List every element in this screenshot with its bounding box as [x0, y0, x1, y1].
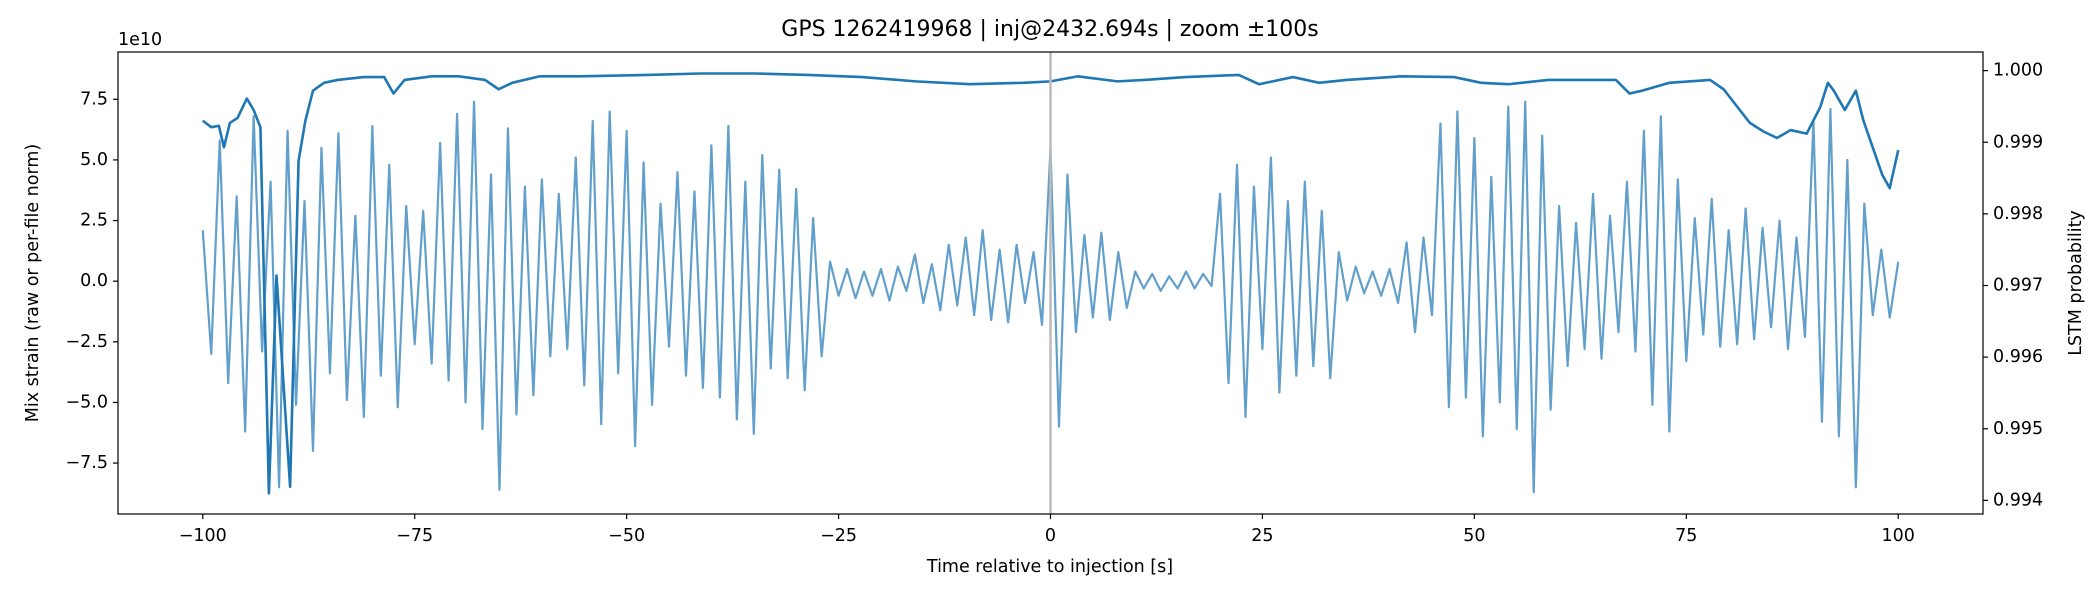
x-tick-label: 75 [1675, 526, 1697, 546]
y-tick-label: −5.0 [66, 392, 109, 412]
y2-tick-label: 0.994 [1993, 490, 2043, 510]
x-tick-label: 0 [1045, 526, 1056, 546]
x-tick-label: 100 [1882, 526, 1915, 546]
probability-line [201, 72, 1900, 495]
x-tick-label: −50 [608, 526, 645, 546]
y-tick-label: 7.5 [80, 89, 108, 109]
y-tick-label: 2.5 [80, 211, 108, 231]
y2-axis-label: LSTM probability [2066, 210, 2086, 356]
y-tick-label: 0.0 [80, 271, 108, 291]
y2-tick-label: 1.000 [1993, 61, 2043, 81]
x-tick-label: 25 [1251, 526, 1273, 546]
y-offset-label: 1e10 [118, 30, 162, 50]
y-tick-label: 5.0 [80, 150, 108, 170]
y2-tick-label: 0.997 [1993, 276, 2043, 296]
y-tick-label: −7.5 [66, 453, 109, 473]
y-tick-label: −2.5 [66, 332, 109, 352]
y-axis-label: Mix strain (raw or per-file norm) [23, 144, 43, 422]
x-tick-label: 50 [1463, 526, 1485, 546]
y2-tick-label: 0.999 [1993, 132, 2043, 152]
x-tick-label: −25 [820, 526, 857, 546]
y2-tick-label: 0.996 [1993, 347, 2043, 367]
x-tick-label: −75 [396, 526, 433, 546]
chart-title: GPS 1262419968 | inj@2432.694s | zoom ±1… [781, 17, 1318, 42]
x-axis-label: Time relative to injection [s] [926, 557, 1173, 577]
y2-tick-label: 0.998 [1993, 204, 2043, 224]
y2-tick-label: 0.995 [1993, 419, 2043, 439]
x-tick-label: −100 [179, 526, 227, 546]
